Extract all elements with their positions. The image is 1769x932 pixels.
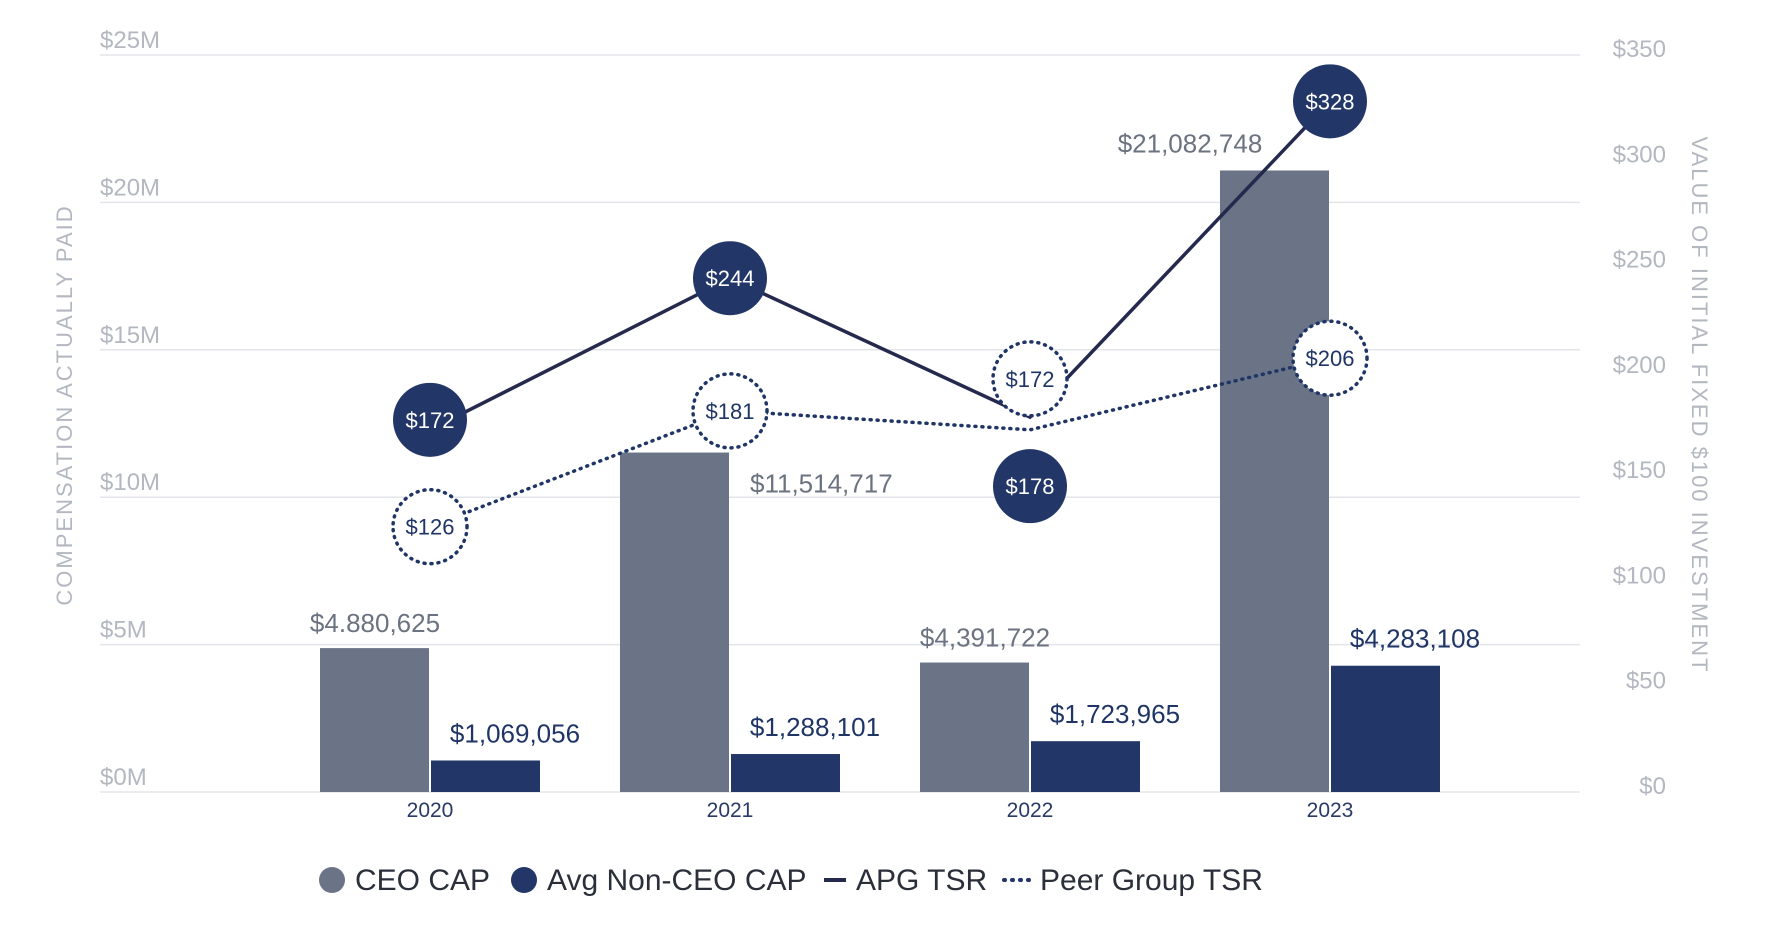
right-tick-label: $250	[1613, 247, 1666, 274]
category-labels: 2020 2021 2022 2023	[407, 799, 1354, 822]
apg-tsr-bubble	[993, 449, 1067, 524]
apg-tsr-bubble	[393, 382, 467, 457]
apg-tsr-line	[429, 100, 1332, 432]
legend-label: Avg Non-CEO CAP	[547, 864, 807, 897]
apg-tsr-value-label: $172	[406, 408, 455, 433]
ceo-cap-value-label: $4,391,722	[920, 623, 1050, 653]
left-tick-label: $10M	[100, 469, 160, 496]
left-tick-label: $20M	[100, 174, 160, 201]
right-tick-label: $100	[1613, 562, 1666, 589]
x-tick-label: 2022	[1007, 799, 1054, 822]
bar-ceo-cap	[320, 648, 429, 792]
bar-avg-non-ceo-cap	[731, 754, 840, 792]
x-tick-label: 2020	[407, 799, 454, 822]
left-tick-label: $25M	[100, 27, 160, 54]
right-tick-label: $350	[1613, 36, 1666, 63]
peer-tsr-value-label: $172	[1006, 367, 1055, 392]
non-ceo-cap-value-label: $4,283,108	[1350, 624, 1480, 654]
left-tick-label: $0M	[100, 764, 147, 791]
x-tick-label: 2023	[1307, 799, 1354, 822]
peer-tsr-bubble	[391, 487, 469, 566]
bar-avg-non-ceo-cap	[431, 760, 540, 792]
ceo-cap-value-label: $4.880,625	[310, 608, 440, 638]
bar-avg-non-ceo-cap	[1031, 741, 1140, 792]
apg-tsr-value-label: $328	[1306, 89, 1355, 114]
tsr-bubbles: $172 $244 $178 $328 $126 $181 $172 $206	[391, 64, 1369, 566]
bar-ceo-cap	[1220, 170, 1329, 792]
apg-tsr-value-label: $244	[706, 266, 755, 291]
non-ceo-cap-value-label: $1,723,965	[1050, 699, 1180, 729]
ceo-cap-value-label: $21,082,748	[1118, 128, 1263, 158]
non-ceo-cap-value-label: $1,069,056	[450, 718, 580, 748]
left-axis-title: COMPENSATION ACTUALLY PAID	[52, 204, 77, 605]
bars	[320, 170, 1440, 792]
right-axis-ticks: $0 $50 $100 $150 $200 $250 $300 $350	[1613, 36, 1666, 800]
legend-swatch-non-ceo-cap	[511, 867, 537, 893]
right-tick-label: $0	[1639, 773, 1666, 800]
peer-tsr-bubble	[691, 372, 769, 450]
peer-tsr-value-label: $126	[406, 515, 455, 540]
right-axis-title: VALUE OF INITIAL FIXED $100 INVESTMENT	[1687, 137, 1712, 674]
left-axis-ticks: $0M $5M $10M $15M $20M $25M	[100, 27, 160, 791]
legend-label: Peer Group TSR	[1040, 864, 1263, 897]
legend-swatch-ceo-cap	[319, 867, 345, 893]
apg-tsr-bubble	[1293, 64, 1367, 139]
apg-tsr-value-label: $178	[1006, 474, 1055, 499]
bar-ceo-cap	[920, 662, 1029, 792]
bar-avg-non-ceo-cap	[1331, 665, 1440, 792]
bar-value-labels: $4.880,625 $1,069,056 $11,514,717 $1,288,10…	[310, 128, 1480, 748]
legend-label: APG TSR	[856, 864, 987, 897]
left-tick-label: $15M	[100, 322, 160, 349]
peer-tsr-bubble	[991, 340, 1069, 418]
left-tick-label: $5M	[100, 617, 147, 644]
right-tick-label: $50	[1626, 668, 1666, 695]
x-tick-label: 2021	[707, 799, 754, 822]
tsr-lines	[428, 100, 1332, 529]
bar-ceo-cap	[620, 452, 729, 792]
legend: CEO CAP Avg Non-CEO CAP APG TSR Peer Group …	[319, 864, 1263, 897]
apg-tsr-bubble	[693, 241, 767, 316]
right-tick-label: $150	[1613, 457, 1666, 484]
peer-tsr-line	[428, 356, 1332, 529]
legend-label: CEO CAP	[355, 864, 490, 897]
peer-tsr-value-label: $206	[1306, 346, 1355, 371]
peer-tsr-value-label: $181	[706, 399, 755, 424]
right-tick-label: $200	[1613, 352, 1666, 379]
right-tick-label: $300	[1613, 141, 1666, 168]
peer-tsr-bubble	[1291, 319, 1369, 397]
ceo-cap-value-label: $11,514,717	[750, 469, 893, 499]
non-ceo-cap-value-label: $1,288,101	[750, 712, 880, 742]
